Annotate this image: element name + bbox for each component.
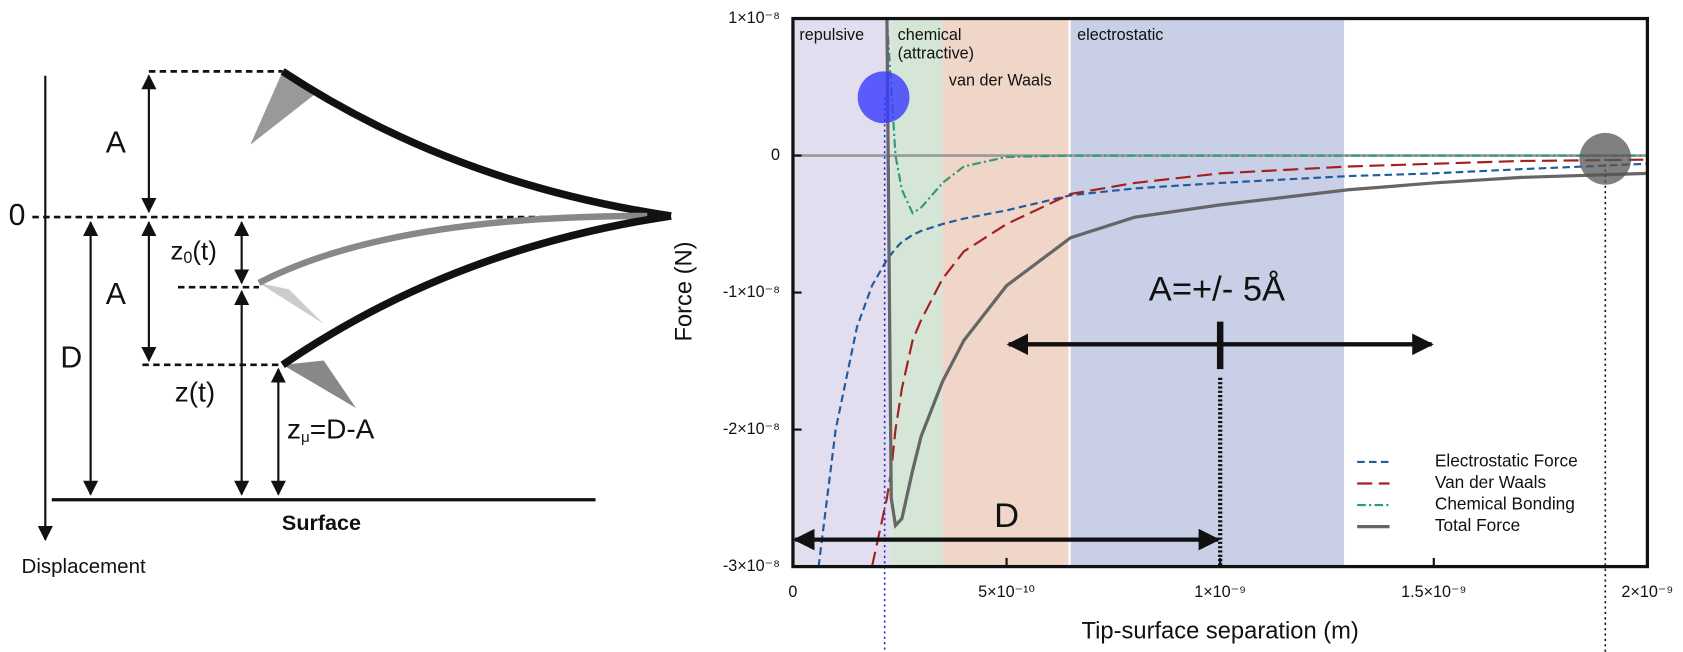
x-tick-label: 1×10⁻⁹ — [1194, 583, 1246, 601]
region-label: repulsive — [799, 26, 864, 44]
x-tick-label: 1.5×10⁻⁹ — [1401, 583, 1466, 601]
cantilever — [280, 212, 672, 368]
tip — [258, 282, 324, 324]
x-tick-label: 2×10⁻⁹ — [1621, 583, 1673, 601]
highlight-circle — [857, 71, 910, 124]
z0-label: z0(t) — [170, 237, 216, 267]
tip — [250, 71, 320, 145]
y-tick-label: -2×10⁻⁸ — [723, 420, 780, 438]
y-tick-label: 0 — [771, 146, 780, 164]
tip — [282, 360, 357, 408]
zmu-sub: μ — [301, 429, 310, 446]
series-line — [870, 158, 1648, 567]
amplitude-label: A — [106, 127, 127, 160]
z0-rest: (t) — [192, 237, 216, 265]
series-line — [885, 18, 1648, 215]
cantilever — [257, 212, 648, 286]
zmu-rest: =D-A — [310, 414, 375, 445]
zero-label: 0 — [9, 199, 26, 232]
highlight-circle — [1579, 132, 1632, 185]
region-band — [1070, 18, 1345, 567]
region-label: chemical — [898, 26, 962, 44]
y-tick-label: -1×10⁻⁸ — [723, 283, 780, 301]
y-tick-label: 1×10⁻⁸ — [728, 9, 780, 27]
series-line — [817, 162, 1648, 567]
y-axis-label: Force (N) — [671, 241, 697, 341]
distance-label: D — [60, 341, 82, 374]
legend-label: Chemical Bonding — [1435, 494, 1575, 514]
region-label: van der Waals — [949, 71, 1052, 89]
x-axis-label: Tip-surface separation (m) — [1082, 619, 1359, 645]
zmu-base: z — [287, 414, 301, 445]
displacement-label: Displacement — [22, 555, 146, 578]
zmu-label: zμ=D-A — [287, 414, 375, 446]
cantilever — [280, 68, 672, 220]
diagram: 0 A A D z0(t) z(t) zμ=D-A Surface Displa… — [9, 68, 672, 578]
z-label: z(t) — [175, 376, 216, 407]
legend-label: Electrostatic Force — [1435, 450, 1578, 470]
series-line — [885, 18, 1648, 530]
legend-label: Van der Waals — [1435, 472, 1546, 492]
z0-base: z — [170, 237, 183, 265]
z0-sub: 0 — [183, 249, 192, 267]
distance-label: D — [994, 497, 1019, 535]
x-tick-label: 0 — [788, 583, 797, 601]
legend-label: Total Force — [1435, 515, 1520, 535]
y-tick-label: -3×10⁻⁸ — [723, 557, 780, 575]
chart: Force (N) Tip-surface separation (m) rep… — [671, 9, 1673, 652]
region-label: electrostatic — [1077, 26, 1163, 44]
amplitude-label: A — [106, 278, 127, 311]
region-band — [942, 18, 1069, 567]
x-tick-label: 5×10⁻¹⁰ — [978, 583, 1035, 601]
region-sublabel: (attractive) — [898, 44, 974, 62]
surface-label: Surface — [282, 510, 361, 535]
amplitude-label: A=+/- 5Å — [1149, 270, 1285, 309]
plot-lines — [792, 18, 1648, 567]
